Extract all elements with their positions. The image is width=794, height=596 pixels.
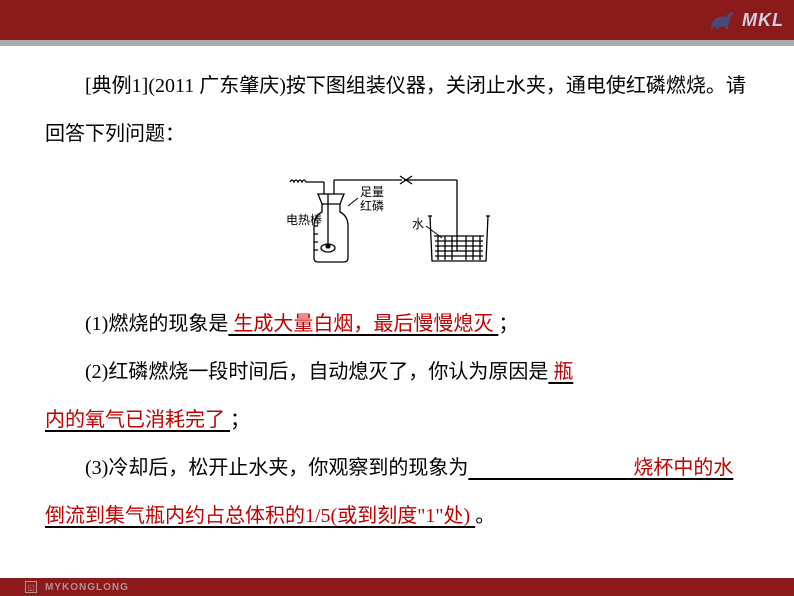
q3-pad (468, 457, 628, 479)
question-1: (1)燃烧的现象是 生成大量白烟，最后慢慢熄灭 ； (45, 300, 749, 348)
question-2-line2: 内的氧气已消耗完了 ； (45, 396, 749, 444)
question-3-line2: 倒流到集气瓶内约占总体积的1/5(或到刻度"1"处) 。 (45, 492, 749, 540)
q1-answer: 生成大量白烟，最后慢慢熄灭 (228, 313, 498, 335)
q3-answer-2: 倒流到集气瓶内约占总体积的1/5(或到刻度"1"处) (45, 505, 475, 527)
logo: MKL (707, 8, 784, 32)
intro-text: [典例1](2011 广东肇庆)按下图组装仪器，关闭止水夹，通电使红磷燃烧。请回… (45, 62, 749, 158)
label-phosphorus-1: 足量 (360, 185, 384, 199)
q1-suffix: ； (498, 313, 518, 335)
slide-header: MKL (0, 0, 794, 40)
footer-icon: ◱ (25, 581, 37, 593)
q1-prefix: (1)燃烧的现象是 (85, 313, 228, 335)
slide-footer: ◱ MYKONGLONG (0, 578, 794, 596)
q2-suffix: ； (230, 409, 250, 431)
diagram-container: 电热棒 足量 红磷 水 (45, 166, 749, 294)
q2-answer-2: 内的氧气已消耗完了 (45, 409, 230, 431)
dinosaur-icon (707, 8, 737, 32)
label-phosphorus-2: 红磷 (360, 198, 384, 213)
q2-answer-1: 瓶 (548, 361, 573, 383)
slide-content: [典例1](2011 广东肇庆)按下图组装仪器，关闭止水夹，通电使红磷燃烧。请回… (0, 40, 794, 540)
footer-text: MYKONGLONG (45, 582, 129, 593)
question-2-line1: (2)红磷燃烧一段时间后，自动熄灭了，你认为原因是 瓶 (45, 348, 749, 396)
q2-prefix: (2)红磷燃烧一段时间后，自动熄灭了，你认为原因是 (85, 361, 548, 383)
label-rod: 电热棒 (286, 213, 322, 227)
label-water: 水 (412, 217, 424, 231)
question-3-line1: (3)冷却后，松开止水夹，你观察到的现象为 烧杯中的水 (45, 444, 749, 492)
q3-suffix: 。 (475, 505, 495, 527)
q3-prefix: (3)冷却后，松开止水夹，你观察到的现象为 (85, 457, 468, 479)
logo-text: MKL (742, 10, 784, 31)
q3-answer-1: 烧杯中的水 (628, 457, 733, 479)
header-accent-bar (0, 40, 794, 46)
apparatus-diagram: 电热棒 足量 红磷 水 (282, 166, 512, 276)
